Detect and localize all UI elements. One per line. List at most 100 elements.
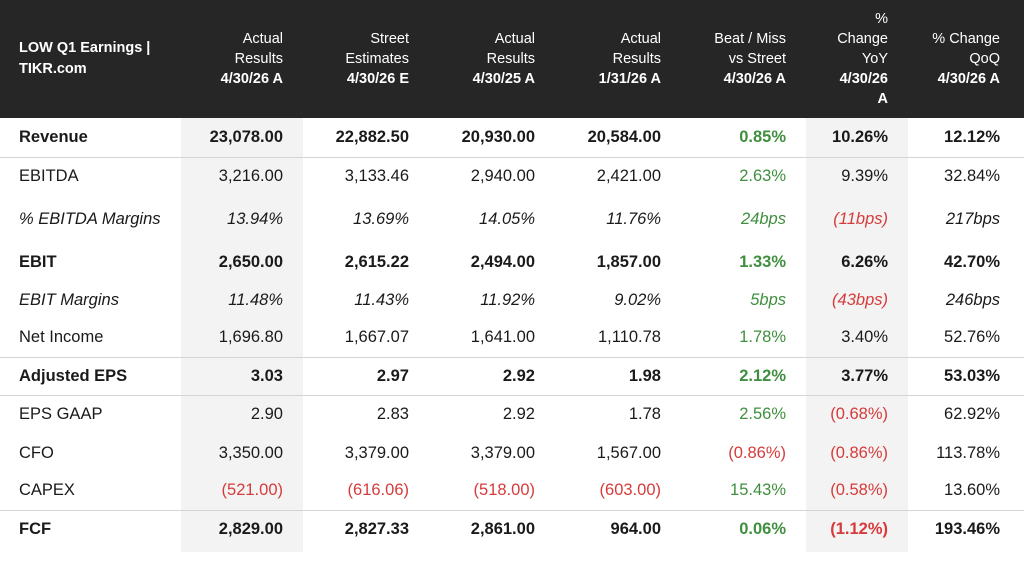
cell-street-estimates: 1,667.07 (303, 319, 429, 358)
cell-actual-results: 3,350.00 (218, 443, 283, 462)
title-line-1: LOW Q1 Earnings | (19, 40, 151, 56)
cell-prior-year: 3,379.00 (470, 443, 535, 462)
cell-yoy: (0.86%) (830, 443, 888, 462)
cell-actual-results: 13.94% (227, 209, 283, 228)
cell-prior-year: 20,930.00 (429, 118, 555, 158)
cell-actual-results: 3.03 (181, 357, 303, 396)
header-label: % (875, 11, 888, 27)
row-label: EBIT Margins (19, 290, 119, 309)
cell-beat-miss: 0.85% (681, 118, 806, 158)
header-date: 4/30/26 A (220, 71, 283, 87)
row-label: % EBITDA Margins (19, 209, 161, 228)
cell-yoy: 9.39% (841, 166, 888, 185)
header-date: 1/31/26 A (598, 71, 661, 87)
cell-yoy: 3.77% (806, 357, 908, 396)
cell-prior-quarter: 20,584.00 (555, 118, 681, 158)
table-row-ebitda-margins: % EBITDA Margins 13.94% 13.69% 14.05% 11… (0, 195, 1024, 243)
cell-actual-results: 1,696.80 (181, 319, 303, 358)
cell-qoq: 62.92% (944, 405, 1000, 424)
header-label: vs Street (728, 51, 786, 67)
cell-yoy: 10.26% (806, 118, 908, 158)
cell-prior-quarter: 2,421.00 (596, 166, 661, 185)
earnings-table: LOW Q1 Earnings | TIKR.com Actual Result… (0, 0, 1024, 538)
row-label: CAPEX (0, 472, 181, 511)
cell-actual-results: 11.48% (228, 290, 283, 309)
cell-prior-year: 2,940.00 (470, 166, 535, 185)
row-label: Revenue (0, 118, 181, 158)
header-label: YoY (861, 51, 888, 67)
header-label: Results (486, 51, 535, 67)
cell-street-estimates: 2.97 (303, 357, 429, 396)
cell-prior-year: 2.92 (429, 357, 555, 396)
header-label: % Change (932, 31, 1000, 47)
cell-street-estimates: 13.69% (353, 209, 409, 228)
column-header-prior-quarter-results: Actual Results 1/31/26 A (555, 0, 681, 118)
row-label: EPS GAAP (19, 405, 103, 424)
cell-qoq: 13.60% (908, 472, 1024, 511)
header-label: Street (370, 31, 409, 47)
header-date: 4/30/26 A (937, 71, 1000, 87)
column-header-prior-year-results: Actual Results 4/30/25 A (429, 0, 555, 118)
header-label: Actual (620, 31, 661, 47)
header-label: Actual (494, 31, 535, 47)
cell-beat-miss: (0.86%) (728, 443, 786, 462)
cell-street-estimates: 2,615.22 (344, 252, 409, 271)
header-label: Beat / Miss (714, 31, 786, 47)
cell-prior-year: 1,641.00 (429, 319, 555, 358)
cell-yoy: 6.26% (841, 252, 888, 271)
cell-yoy: (0.58%) (806, 472, 908, 511)
cell-beat-miss: 15.43% (681, 472, 806, 511)
cell-yoy: (1.12%) (830, 519, 888, 538)
cell-street-estimates: 3,379.00 (344, 443, 409, 462)
cell-street-estimates: 11.43% (354, 290, 409, 309)
cell-prior-quarter: 1.98 (555, 357, 681, 396)
column-header-yoy-change: % Change YoY 4/30/26 A (806, 0, 908, 118)
header-date: 4/30/26 (839, 71, 888, 87)
cell-prior-year: 2.92 (502, 405, 535, 424)
header-date: A (877, 91, 888, 107)
cell-street-estimates: 2,827.33 (344, 519, 409, 538)
cell-yoy: (11bps) (833, 209, 888, 228)
cell-beat-miss: 1.78% (681, 319, 806, 358)
column-header-street-estimates: Street Estimates 4/30/26 E (303, 0, 429, 118)
cell-beat-miss: 0.06% (739, 519, 786, 538)
cell-street-estimates: 3,133.46 (344, 166, 409, 185)
table-row-ebit-margins: EBIT Margins 11.48% 11.43% 11.92% 9.02% … (0, 281, 1024, 319)
cell-prior-year: 14.05% (479, 209, 535, 228)
row-label: Net Income (0, 319, 181, 358)
row-label: CFO (19, 443, 54, 462)
header-label: Actual (242, 31, 283, 47)
cell-actual-results: (521.00) (181, 472, 303, 511)
column-header-qoq-change: % Change QoQ 4/30/26 A (908, 0, 1024, 118)
row-label: EBITDA (19, 166, 79, 185)
cell-actual-results: 2.90 (250, 405, 283, 424)
cell-actual-results: 23,078.00 (181, 118, 303, 158)
cell-qoq: 12.12% (908, 118, 1024, 158)
cell-beat-miss: 24bps (741, 209, 786, 228)
cell-prior-quarter: 1,857.00 (596, 252, 661, 271)
row-label: Adjusted EPS (0, 357, 181, 396)
row-label: FCF (19, 519, 52, 538)
cell-prior-year: 2,861.00 (470, 519, 535, 538)
cell-prior-quarter: 1.78 (628, 405, 661, 424)
cell-qoq: 32.84% (944, 166, 1000, 185)
cell-actual-results: 3,216.00 (218, 166, 283, 185)
table-row-ebit: EBIT 2,650.00 2,615.22 2,494.00 1,857.00… (0, 243, 1024, 281)
cell-prior-quarter: 9.02% (614, 290, 661, 309)
cell-prior-quarter: 11.76% (606, 209, 661, 228)
header-date: 4/30/26 A (723, 71, 786, 87)
column-header-actual-results: Actual Results 4/30/26 A (181, 0, 303, 118)
cell-beat-miss: 5bps (750, 290, 786, 309)
cell-qoq: 193.46% (934, 519, 1000, 538)
header-date: 4/30/26 E (346, 71, 409, 87)
cell-yoy: (43bps) (832, 290, 888, 309)
header-label: Change (837, 31, 888, 47)
cell-street-estimates: 22,882.50 (303, 118, 429, 158)
header-label: Results (234, 51, 283, 67)
cell-actual-results: 2,829.00 (218, 519, 283, 538)
cell-prior-quarter: 964.00 (610, 519, 661, 538)
cell-street-estimates: (616.06) (303, 472, 429, 511)
header-label: Estimates (345, 51, 409, 67)
cell-qoq: 52.76% (908, 319, 1024, 358)
header-date: 4/30/25 A (472, 71, 535, 87)
